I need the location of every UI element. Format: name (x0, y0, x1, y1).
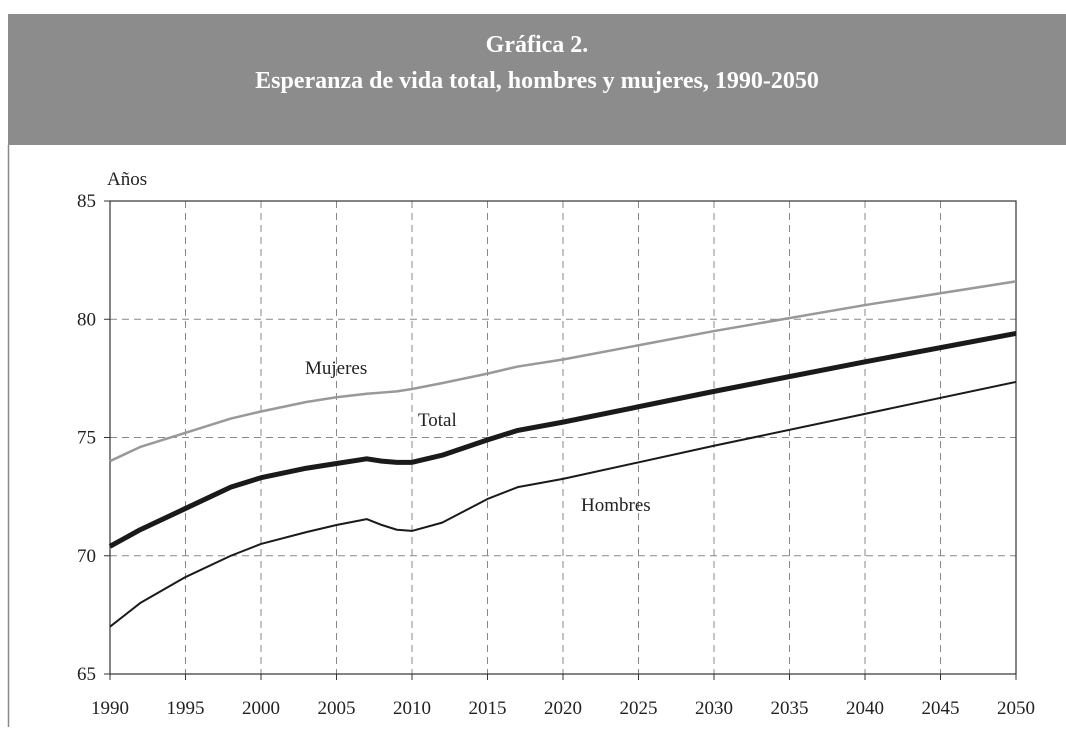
x-tick-label: 2050 (997, 698, 1035, 719)
y-axis-label: Años (107, 169, 147, 190)
plot-frame (109, 200, 1017, 675)
x-tick-label: 2020 (544, 698, 582, 719)
series-line (108, 330, 1017, 549)
x-tick-label: 2005 (318, 698, 356, 719)
x-tick-label: 1990 (91, 698, 129, 719)
chart-subtitle: Esperanza de vida total, hombres y mujer… (255, 68, 819, 94)
x-tick-label: 2010 (393, 698, 431, 719)
y-tick-label: 65 (77, 664, 96, 685)
series-line (109, 380, 1017, 628)
x-tick-label: 2040 (846, 698, 884, 719)
y-tick-label: 70 (77, 546, 96, 567)
x-tick-label: 2025 (620, 698, 658, 719)
x-tick-label: 2000 (242, 698, 280, 719)
series-label: Hombres (581, 495, 651, 516)
x-tick-label: 1995 (167, 698, 205, 719)
y-tick-label: 80 (77, 309, 96, 330)
series-label: Mujeres (305, 358, 367, 379)
y-tick-label: 75 (77, 428, 96, 449)
chart-title: Gráfica 2. (486, 32, 589, 58)
x-tick-label: 2015 (469, 698, 507, 719)
header-band (8, 14, 1066, 145)
x-tick-label: 2035 (771, 698, 809, 719)
x-tick-label: 2030 (695, 698, 733, 719)
x-tick-label: 2045 (922, 698, 960, 719)
series-line (109, 280, 1017, 463)
y-tick-label: 85 (77, 191, 96, 212)
series-label: Total (418, 410, 457, 431)
